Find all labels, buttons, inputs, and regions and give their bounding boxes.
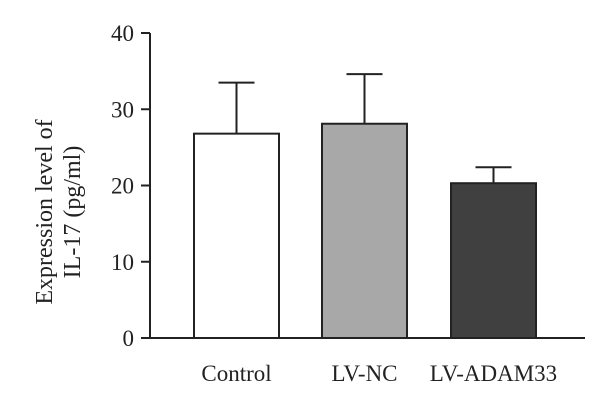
plot-area: 0 10 20 30 40 Control LV-NC LV-ADAM33: [111, 21, 585, 386]
y-tick-label-10: 10: [111, 250, 134, 275]
y-axis-title-line-2: IL-17 (pg/ml): [60, 146, 86, 279]
y-tick-label-20: 20: [111, 174, 134, 199]
x-category-label-control: Control: [201, 361, 271, 386]
y-tick-label-40: 40: [111, 21, 134, 46]
y-tick-label-30: 30: [111, 97, 134, 122]
bar-control: [193, 132, 280, 339]
bar-lv-adam33: [450, 182, 537, 339]
x-category-label-lv-adam33: LV-ADAM33: [430, 361, 557, 386]
y-tick-label-0: 0: [123, 326, 135, 351]
y-axis-title-line-1: Expression level of: [32, 119, 58, 304]
bar-lv-nc: [321, 122, 408, 339]
y-axis-title: Expression level of IL-17 (pg/ml): [32, 119, 86, 304]
x-category-label-lv-nc: LV-NC: [331, 361, 397, 386]
